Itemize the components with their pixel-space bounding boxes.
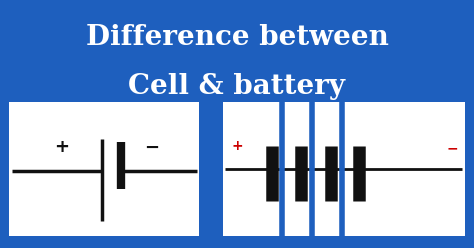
- Bar: [223, 102, 465, 236]
- Text: −: −: [447, 142, 458, 156]
- Text: +: +: [231, 139, 243, 153]
- Bar: [9, 102, 199, 236]
- Text: Cell & battery: Cell & battery: [128, 73, 346, 100]
- Text: Difference between: Difference between: [86, 24, 388, 51]
- Text: −: −: [144, 139, 159, 157]
- Text: +: +: [54, 138, 69, 155]
